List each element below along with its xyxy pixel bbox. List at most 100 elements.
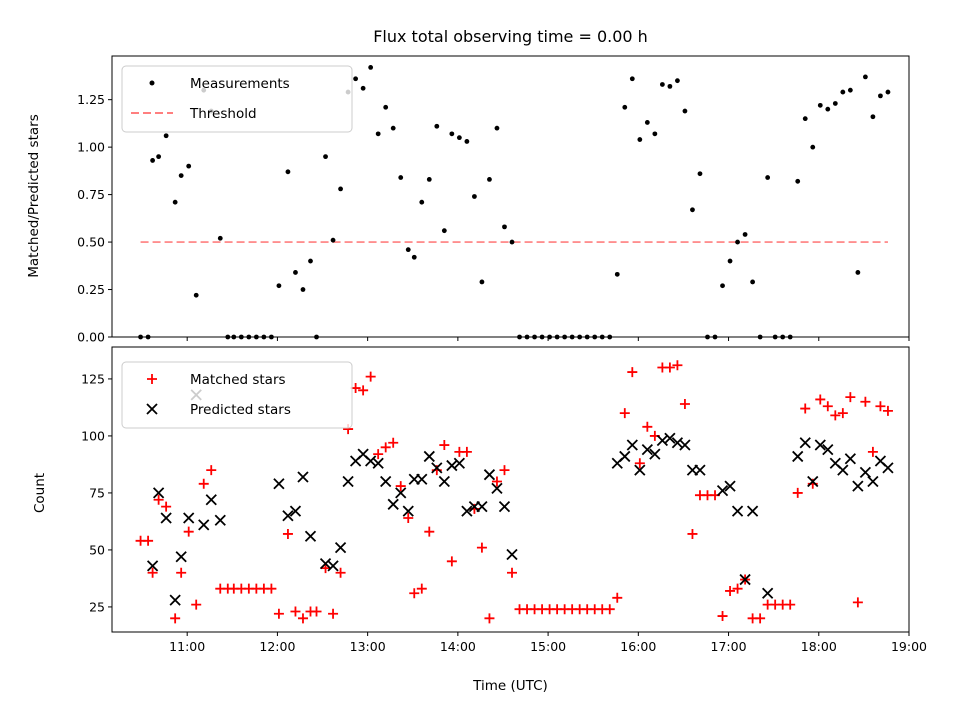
legend-predicted-marker <box>146 403 158 415</box>
xtick-label: 15:00 <box>530 639 566 654</box>
matched-star-point <box>358 385 369 396</box>
measurement-point <box>441 228 447 234</box>
predicted-star-point <box>289 505 302 517</box>
matched-star-point <box>785 599 796 610</box>
measurement-point <box>405 247 411 253</box>
legend-matched-label: Matched stars <box>190 372 286 388</box>
matched-star-point <box>717 611 728 622</box>
predicted-star-point <box>198 519 210 531</box>
measurement-point <box>855 270 861 275</box>
bottom-legend: Matched stars Predicted stars <box>121 361 353 429</box>
matched-star-point <box>282 528 293 539</box>
measurement-point <box>825 106 831 112</box>
legend-threshold-label: Threshold <box>189 106 257 122</box>
xtick-label: 13:00 <box>350 639 386 654</box>
measurement-point <box>285 169 291 175</box>
bottom-legend-box <box>121 361 353 429</box>
matched-star-point <box>815 394 826 405</box>
measurement-point <box>494 125 500 131</box>
measurement-point <box>368 64 374 70</box>
measurement-point <box>675 78 680 84</box>
top-ytick-label: 0.50 <box>77 235 105 250</box>
predicted-star-point <box>365 455 377 467</box>
measurement-point <box>690 207 695 213</box>
matched-star-point <box>161 501 172 512</box>
measurement-point <box>667 83 673 89</box>
measurement-point <box>338 186 343 192</box>
measurement-point <box>375 131 381 137</box>
measurement-point <box>847 87 853 93</box>
measurement-point <box>276 283 282 289</box>
xtick-label: 11:00 <box>169 639 205 654</box>
matched-star-point <box>183 526 194 537</box>
xtick-label: 14:00 <box>440 639 476 654</box>
predicted-star-point <box>183 512 195 524</box>
measurement-point <box>323 154 328 160</box>
matched-star-point <box>388 437 399 448</box>
predicted-star-point <box>491 482 503 494</box>
matched-star-point <box>191 599 202 610</box>
matched-star-point <box>198 478 209 489</box>
measurement-point <box>156 154 162 160</box>
predicted-star-point <box>273 478 285 490</box>
bottom-ytick-label: 100 <box>81 428 105 443</box>
top-y-axis: 0.00 0.25 0.50 0.75 1.00 1.25 <box>77 92 112 345</box>
matched-star-point <box>732 583 743 594</box>
matched-star-point <box>143 535 154 546</box>
matched-star-point <box>395 481 406 492</box>
measurement-point <box>885 89 891 95</box>
top-ytick-label: 0.00 <box>77 330 105 345</box>
matched-star-point <box>439 440 450 451</box>
matched-star-point <box>612 592 623 603</box>
matched-star-point <box>273 608 284 619</box>
measurement-point <box>720 283 725 289</box>
measurement-point <box>629 76 635 82</box>
predicted-star-point <box>395 487 407 499</box>
measurement-point <box>398 175 404 180</box>
matched-star-point <box>461 446 472 457</box>
predicted-star-point <box>416 473 428 485</box>
xtick-label: 12:00 <box>259 639 295 654</box>
measurement-point <box>472 194 477 199</box>
predicted-star-point <box>799 437 811 449</box>
matched-star-point <box>484 613 495 624</box>
predicted-star-point <box>327 560 339 572</box>
top-axes-frame <box>111 55 910 338</box>
legend-matched-marker <box>147 374 157 384</box>
chart-title: Flux total observing time = 0.00 h <box>373 27 648 46</box>
predicted-star-point <box>656 434 669 447</box>
predicted-star-point <box>762 587 774 599</box>
top-y-axis-label: Matched/Predicted stars <box>26 114 42 277</box>
predicted-star-point <box>282 510 294 522</box>
x-axis-label: Time (UTC) <box>472 678 548 694</box>
matched-star-point <box>860 396 871 407</box>
measurement-point <box>802 116 808 122</box>
matched-star-point <box>424 526 435 537</box>
matched-star-point <box>845 392 856 403</box>
matched-star-point <box>170 613 181 624</box>
measurement-point <box>479 279 485 285</box>
matched-star-point <box>147 567 158 578</box>
measurement-point <box>810 144 816 150</box>
predicted-star-point <box>814 439 826 451</box>
predicted-star-point <box>859 466 872 479</box>
predicted-star-point <box>844 453 856 465</box>
predicted-star-point <box>807 475 819 488</box>
predicted-star-point <box>304 530 317 542</box>
measurement-point <box>464 139 470 144</box>
predicted-star-point <box>506 548 518 561</box>
bottom-ytick-label: 125 <box>81 371 105 386</box>
measurement-point <box>217 235 223 241</box>
predicted-star-point <box>476 500 488 513</box>
measurement-point <box>383 104 389 110</box>
predicted-star-point <box>694 464 706 476</box>
xtick-label: 18:00 <box>801 639 837 654</box>
bottom-axes-frame <box>111 346 910 633</box>
measurement-point <box>840 89 846 95</box>
predicted-star-point <box>380 475 392 488</box>
measurement-point <box>509 239 515 245</box>
top-ytick-label: 1.00 <box>77 140 105 155</box>
measurement-point <box>817 102 823 108</box>
measurement-point <box>419 199 425 205</box>
matched-star-point <box>446 556 457 567</box>
